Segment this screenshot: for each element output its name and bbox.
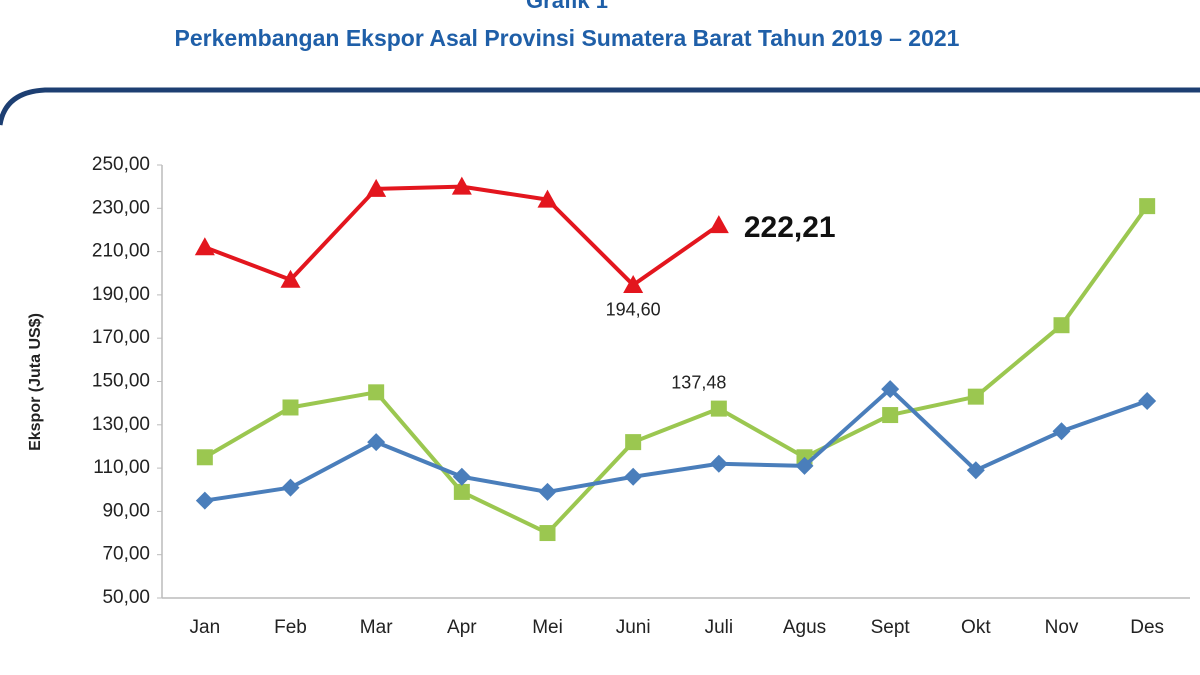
frame bbox=[0, 87, 1200, 126]
y-tick-label: 190,00 bbox=[92, 284, 150, 305]
y-tick-label: 90,00 bbox=[102, 500, 150, 521]
marker bbox=[1052, 422, 1071, 441]
x-tick-label: Agus bbox=[783, 617, 826, 638]
x-tick-label: Apr bbox=[447, 617, 477, 638]
x-tick-label: Okt bbox=[961, 617, 991, 638]
y-tick-label: 250,00 bbox=[92, 154, 150, 175]
marker bbox=[452, 467, 471, 486]
marker bbox=[623, 274, 644, 293]
marker bbox=[709, 454, 728, 473]
x-tick-label: Feb bbox=[274, 617, 307, 638]
value-label: 222,21 bbox=[744, 211, 836, 244]
marker bbox=[710, 400, 727, 417]
value-label: 137,48 bbox=[671, 372, 726, 392]
y-tick-label: 230,00 bbox=[92, 197, 150, 218]
marker bbox=[194, 237, 215, 256]
marker bbox=[967, 388, 984, 405]
x-tick-label: Juli bbox=[705, 617, 734, 638]
marker bbox=[453, 483, 470, 500]
marker bbox=[708, 215, 729, 234]
x-tick-label: Juni bbox=[616, 617, 651, 638]
x-tick-label: Nov bbox=[1045, 617, 1079, 638]
marker bbox=[881, 380, 900, 399]
series-line bbox=[204, 387, 1148, 503]
marker bbox=[1139, 198, 1156, 215]
series-line bbox=[204, 184, 720, 287]
marker bbox=[451, 176, 472, 195]
y-tick-label: 70,00 bbox=[102, 544, 150, 565]
x-tick-label: Sept bbox=[871, 617, 911, 638]
marker bbox=[282, 399, 299, 416]
marker bbox=[368, 384, 385, 401]
marker bbox=[625, 434, 642, 451]
y-tick-label: 150,00 bbox=[92, 371, 150, 392]
chart-title: Perkembangan Ekspor Asal Provinsi Sumate… bbox=[175, 25, 960, 51]
y-axis-label: Ekspor (Juta US$) bbox=[27, 313, 44, 451]
x-tick-label: Jan bbox=[190, 617, 221, 638]
y-tick-label: 110,00 bbox=[93, 457, 150, 478]
marker bbox=[966, 461, 985, 480]
y-tick-label: 210,00 bbox=[92, 241, 150, 262]
marker bbox=[537, 189, 558, 208]
marker bbox=[882, 407, 899, 424]
marker bbox=[539, 525, 556, 542]
marker bbox=[281, 478, 300, 497]
x-tick-label: Mar bbox=[360, 617, 393, 638]
marker bbox=[196, 449, 213, 466]
y-tick-label: 170,00 bbox=[92, 327, 150, 348]
x-tick-label: Des bbox=[1130, 617, 1164, 638]
series-line bbox=[203, 204, 1149, 536]
marker bbox=[367, 433, 386, 452]
marker bbox=[624, 467, 643, 486]
marker bbox=[366, 178, 387, 197]
marker bbox=[1138, 391, 1157, 410]
y-tick-label: 50,00 bbox=[102, 587, 150, 608]
marker bbox=[195, 491, 214, 510]
x-tick-label: Mei bbox=[532, 617, 563, 638]
chart-supertitle: Grafik 1 bbox=[526, 0, 608, 13]
marker bbox=[795, 456, 814, 475]
value-label: 194,60 bbox=[606, 300, 661, 320]
y-tick-label: 130,00 bbox=[92, 414, 150, 435]
marker bbox=[1053, 317, 1070, 334]
marker bbox=[280, 269, 301, 288]
marker bbox=[538, 482, 557, 501]
